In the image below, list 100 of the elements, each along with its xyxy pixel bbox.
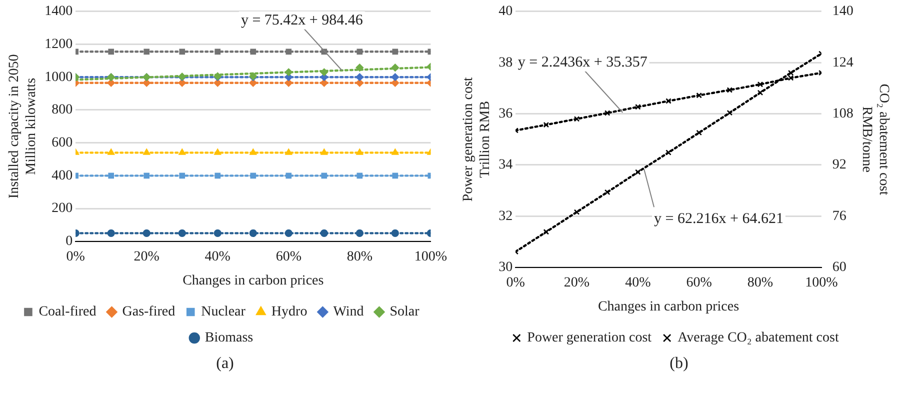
y-tick-label: 1400 [44,4,73,20]
point [696,130,702,136]
point [757,81,764,88]
point [179,172,186,179]
point [392,48,398,55]
point [635,169,641,175]
point [107,229,115,238]
y2-tick-label: 92 [832,158,846,173]
point [392,148,399,155]
point [214,229,222,238]
point [250,148,257,155]
point [543,122,550,128]
point [726,110,733,116]
x-axis-title: Changes in carbon prices [598,299,740,314]
point [286,48,292,55]
point [666,98,672,104]
point [286,172,292,179]
point [356,73,364,81]
x-tick-label: 0% [66,249,86,264]
point [214,79,222,87]
point [214,172,221,179]
legend-label: Solar [390,304,420,320]
point [250,48,256,55]
y-tick-label: 34 [498,158,513,173]
x-tick-label: 20% [564,275,590,290]
y2-axis-title: CO₂ abatement cost RMB/tonne [859,84,891,196]
y-tick-label: 400 [52,168,73,184]
legend-label: Power generation cost [527,330,652,346]
point [144,172,150,179]
y-tick-label: 36 [498,106,513,122]
text: (b) [668,355,690,373]
legend-label: Nuclear [201,304,246,320]
y2-tick-label: 60 [832,260,846,276]
y2-tick-label: 124 [832,55,854,70]
point [249,229,257,238]
x-tick-label: 60% [276,249,302,264]
point [178,148,186,155]
point [178,79,186,87]
annotation: y = 62.216x + 64.621 [654,211,784,228]
point [391,229,400,238]
point [285,148,292,155]
y-tick-label: 200 [52,201,73,216]
point [108,48,114,55]
point [574,116,580,122]
point [356,79,364,87]
y-tick-label: 38 [498,55,513,70]
point [574,209,580,215]
x-tick-label: 40% [204,249,231,264]
y-tick-label: 600 [52,136,73,150]
y-tick-label: 30 [498,260,513,276]
annotation: y = 75.42x + 984.46 [240,12,364,28]
point [543,228,550,235]
point [696,92,702,98]
y-tick-label: 1200 [44,36,73,52]
point [142,229,150,238]
point [604,110,610,116]
point [320,229,328,238]
point [391,73,400,81]
point [321,172,328,179]
point [356,172,363,179]
legend-label: Biomass [204,330,254,346]
y-axis-title: Installed capacity in 2050 Million kilowatts [7,54,39,199]
point [726,87,733,93]
y2-tick-label: 108 [832,106,854,122]
point [320,148,328,155]
point [757,90,764,96]
legend-label: Wind [333,304,364,320]
y-tick-label: 0 [66,234,73,250]
y-tick-label: 800 [52,102,73,118]
point [391,79,400,87]
x-tick-label: 0% [506,275,526,290]
point [144,48,150,55]
y-tick-label: 1000 [44,70,73,85]
y-tick-label: 40 [498,4,513,20]
x-tick-label: 80% [747,275,774,290]
y-tick-label: 32 [498,208,513,224]
point [214,48,221,55]
x-tick-label: 80% [346,249,373,264]
point [250,172,256,179]
y-axis-title: Power generation cost Trillion RMB [461,77,493,202]
point [178,229,186,238]
y2-tick-label: 76 [832,208,846,224]
point [284,229,292,238]
x-tick-label: 100% [805,275,838,290]
point [249,79,257,87]
x-tick-label: 20% [134,249,160,264]
point [635,104,641,110]
x-tick-label: 60% [686,275,712,290]
x-tick-label: 40% [625,275,652,290]
point [604,189,610,196]
point [108,172,114,179]
point [142,79,150,87]
x-axis-title: Changes in carbon prices [182,273,324,288]
point [356,48,363,55]
legend-label: Hydro [271,304,308,320]
legend-label: Gas-fired [122,304,176,320]
point [214,148,222,155]
point [107,79,115,87]
point [179,48,186,55]
text: (a) [215,355,235,373]
